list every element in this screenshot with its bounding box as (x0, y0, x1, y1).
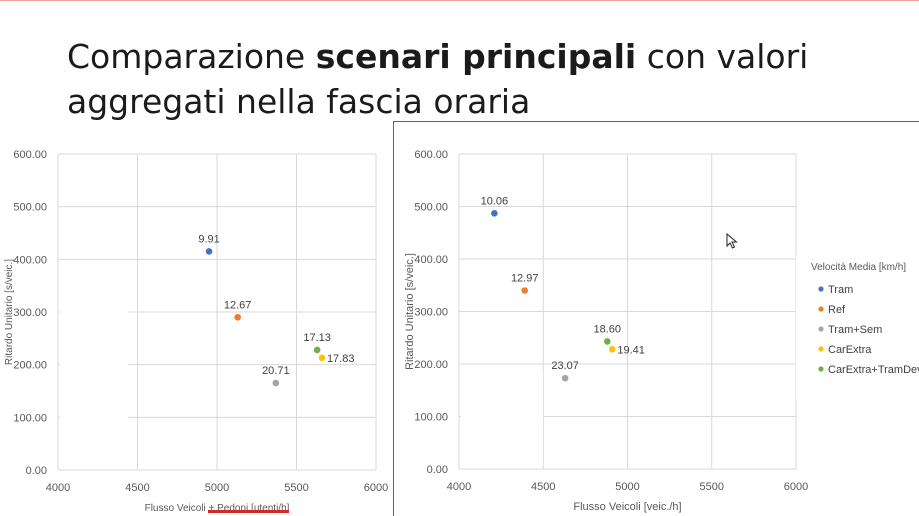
right-x-axis-title: Flusso Veicoli [veic./h] (573, 501, 681, 513)
title-line-1: Comparazione scenari principali con valo… (67, 34, 887, 79)
chart-frame-top (393, 121, 919, 122)
right-data-label: 19.41 (617, 344, 645, 356)
right-point (491, 210, 498, 217)
mouse-cursor-icon (726, 233, 738, 249)
legend-entry: CarExtra (828, 344, 872, 356)
left-data-label: 17.83 (327, 353, 355, 365)
axis-label-underline (208, 510, 289, 513)
right-point (603, 338, 611, 345)
left-x-tick-label: 4000 (46, 482, 70, 494)
legend-background (796, 255, 919, 400)
right-point (521, 287, 529, 294)
left-plot-blank-region (60, 266, 128, 446)
right-y-tick-label: 200.00 (414, 359, 448, 371)
left-data-label: 9.91 (198, 233, 219, 245)
left-y-tick-label: 100.00 (13, 412, 47, 424)
right-x-tick-label: 6000 (784, 481, 808, 493)
left-point (234, 313, 241, 321)
left-point (205, 248, 213, 255)
left-y-tick-label: 600.00 (13, 149, 47, 161)
left-x-tick-label: 5500 (284, 482, 308, 494)
left-y-tick-label: 0.00 (26, 465, 47, 477)
slide-title: Comparazione scenari principali con valo… (67, 34, 887, 124)
right-x-tick-label: 5000 (615, 481, 639, 493)
right-y-tick-label: 0.00 (427, 464, 448, 476)
right-point (561, 374, 569, 382)
left-point (313, 346, 321, 354)
chart-frame-left (393, 121, 394, 516)
right-y-tick-label: 300.00 (414, 307, 448, 319)
legend-entry: Tram (828, 284, 853, 296)
slide-top-line (0, 0, 919, 1)
right-point (609, 346, 616, 353)
right-data-label: 23.07 (551, 360, 579, 372)
legend-title: Velocità Media [km/h] (811, 262, 906, 273)
right-data-label: 18.60 (594, 323, 622, 335)
right-y-axis-title: Ritardo Unitario [s/veic.] (404, 253, 416, 370)
right-x-tick-label: 5500 (700, 481, 724, 493)
left-point (272, 379, 280, 387)
legend-marker (818, 306, 824, 312)
left-x-axis-title: Flusso Veicoli + Pedoni [utenti/h] (145, 503, 290, 514)
left-x-tick-label: 6000 (364, 482, 388, 494)
title-line-2: aggregati nella fascia oraria (67, 82, 531, 121)
legend-marker (818, 286, 824, 292)
left-data-label: 12.67 (224, 299, 252, 311)
left-y-tick-label: 500.00 (13, 202, 47, 214)
right-y-tick-label: 100.00 (414, 412, 448, 424)
right-x-tick-label: 4500 (531, 481, 555, 493)
legend-marker (818, 346, 824, 352)
legend-entry: Ref (828, 304, 846, 316)
legend-marker (818, 366, 824, 372)
right-x-tick-label: 4000 (447, 481, 471, 493)
left-x-tick-label: 5000 (205, 482, 229, 494)
title-text-part2: con valori (636, 37, 809, 76)
left-y-axis-title: Ritardo Unitario [s/veic.] (4, 259, 15, 365)
legend-marker (818, 326, 824, 332)
right-y-tick-label: 400.00 (414, 254, 448, 266)
left-data-label: 20.71 (262, 365, 290, 377)
left-x-tick-label: 4500 (125, 482, 149, 494)
right-data-label: 12.97 (511, 273, 539, 285)
title-text-part1: Comparazione (67, 37, 316, 76)
left-y-tick-label: 300.00 (13, 307, 47, 319)
left-point (318, 354, 326, 362)
left-y-tick-label: 400.00 (13, 254, 47, 266)
title-text-bold: scenari principali (315, 37, 637, 76)
right-plot-blank-region (461, 371, 543, 467)
left-y-tick-label: 200.00 (13, 360, 47, 372)
legend-entry: CarExtra+TramDev (828, 364, 919, 376)
right-y-tick-label: 500.00 (414, 202, 448, 214)
right-y-tick-label: 600.00 (414, 149, 448, 161)
right-data-label: 10.06 (481, 195, 509, 207)
left-data-label: 17.13 (303, 332, 331, 344)
legend-entry: Tram+Sem (828, 324, 882, 336)
